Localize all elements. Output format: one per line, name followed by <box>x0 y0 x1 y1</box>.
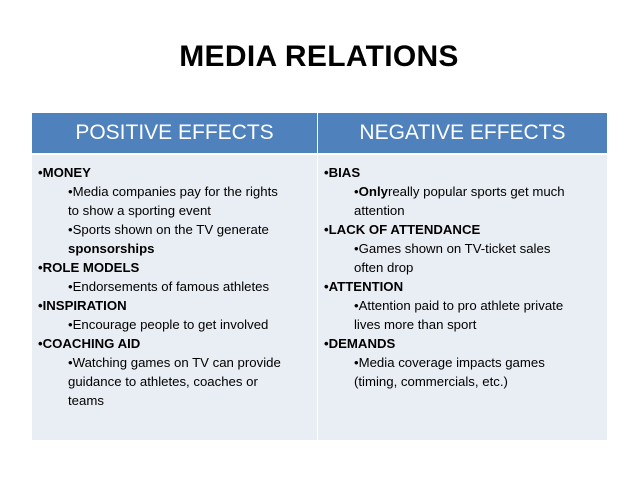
positive-item-line: •Media companies pay for the rights <box>68 184 278 199</box>
positive-item-encourage: •Encourage people to get involved <box>38 315 311 334</box>
negative-item-popular-sports: •Onlyreally popular sports get much atte… <box>324 182 601 220</box>
effects-table: POSITIVE EFFECTS NEGATIVE EFFECTS •MONEY… <box>32 113 607 440</box>
positive-item-line: to show a sporting event <box>68 203 211 218</box>
negative-heading-attention: •ATTENTION <box>324 279 404 294</box>
header-positive-effects: POSITIVE EFFECTS <box>32 113 318 155</box>
positive-item-sponsorships: •Sports shown on the TV generate sponsor… <box>38 220 311 258</box>
negative-heading-bias: •BIAS <box>324 165 361 180</box>
positive-effects-cell: •MONEY •Media companies pay for the righ… <box>32 155 318 440</box>
negative-item-ticket-sales: •Games shown on TV-ticket sales often dr… <box>324 239 601 277</box>
bullet: • <box>354 184 359 199</box>
negative-item-line: •Onlyreally popular sports get much <box>354 182 601 201</box>
positive-item-line: guidance to athletes, coaches or <box>68 374 258 389</box>
positive-item-endorsements: •Endorsements of famous athletes <box>38 277 311 296</box>
negative-item-line: •Attention paid to pro athlete private <box>354 298 564 313</box>
positive-item-line: •Endorsements of famous athletes <box>68 279 270 294</box>
negative-heading-lack-of-attendance: •LACK OF ATTENDANCE <box>324 222 481 237</box>
positive-item-guidance: •Watching games on TV can provide guidan… <box>38 353 311 410</box>
negative-item-line: •Games shown on TV-ticket sales <box>354 241 551 256</box>
negative-item-line: attention <box>354 203 405 218</box>
positive-heading-coaching-aid: •COACHING AID <box>38 336 141 351</box>
negative-item-line: lives more than sport <box>354 317 477 332</box>
positive-heading-inspiration: •INSPIRATION <box>38 298 127 313</box>
negative-item-private-lives: •Attention paid to pro athlete private l… <box>324 296 601 334</box>
negative-item-line: •Media coverage impacts games <box>354 355 545 370</box>
positive-item-line-bold: sponsorships <box>68 241 155 256</box>
positive-item-line: •Sports shown on the TV generate <box>68 222 269 237</box>
slide-title: MEDIA RELATIONS <box>179 40 459 73</box>
header-negative-effects: NEGATIVE EFFECTS <box>318 113 607 155</box>
negative-item-media-coverage: •Media coverage impacts games (timing, c… <box>324 353 601 391</box>
bold-word-only: Only <box>358 184 388 199</box>
negative-item-line: (timing, commercials, etc.) <box>354 374 508 389</box>
negative-item-line: often drop <box>354 260 414 275</box>
positive-item-line: teams <box>68 393 104 408</box>
positive-item-media-rights: •Media companies pay for the rights to s… <box>38 182 311 220</box>
positive-item-line: •Encourage people to get involved <box>68 317 269 332</box>
negative-effects-cell: •BIAS •Onlyreally popular sports get muc… <box>318 155 607 440</box>
positive-heading-role-models: •ROLE MODELS <box>38 260 140 275</box>
negative-item-rest: really popular sports get much <box>387 184 565 199</box>
positive-item-line: •Watching games on TV can provide <box>68 355 281 370</box>
positive-heading-money: •MONEY <box>38 165 91 180</box>
negative-heading-demands: •DEMANDS <box>324 336 396 351</box>
